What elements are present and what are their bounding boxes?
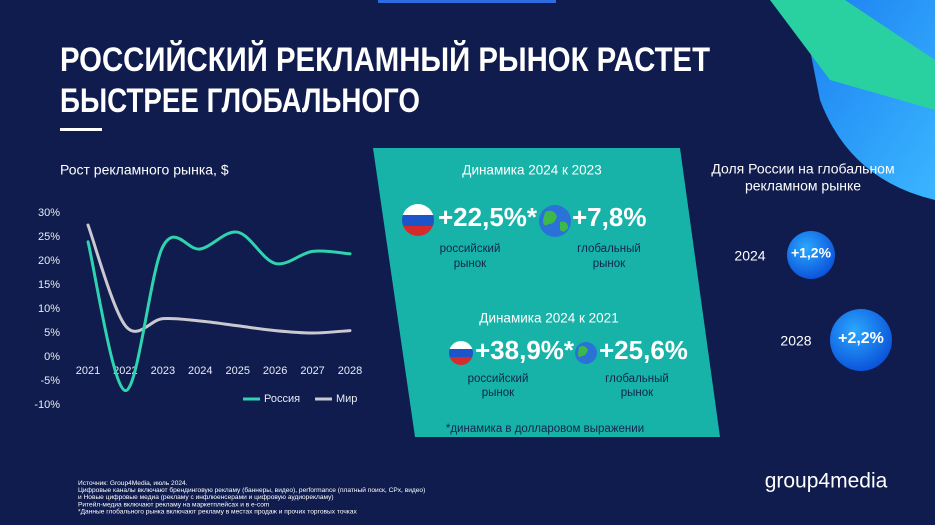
world-growth: +7,8% xyxy=(572,202,646,232)
russia-growth: +38,9%* xyxy=(475,335,575,365)
y-tick-label: 10% xyxy=(38,303,60,315)
series-line xyxy=(86,230,352,393)
footnote: Цифровые каналы включают брендинговую ре… xyxy=(78,486,425,494)
y-tick-label: 30% xyxy=(38,207,60,219)
share-bubble xyxy=(787,231,835,279)
decor-shape xyxy=(770,0,935,110)
y-tick-label: 5% xyxy=(44,327,60,339)
russia-growth: +22,5%* xyxy=(438,202,538,232)
y-tick-label: 25% xyxy=(38,231,60,243)
x-tick-label: 2027 xyxy=(300,365,324,377)
footnote: *Данные глобального рынка включают рекла… xyxy=(78,508,357,516)
title-underline xyxy=(60,128,102,131)
x-tick-label: 2025 xyxy=(225,365,249,377)
series-line xyxy=(86,223,352,335)
label: рынок xyxy=(482,387,515,399)
footnote: Ритейл-медиа включают рекламу на маркетп… xyxy=(78,500,270,508)
panel-title: Динамика 2024 к 2021 xyxy=(479,311,618,326)
label: российский xyxy=(440,243,501,255)
russia-flag xyxy=(402,204,434,236)
title-line: РОССИЙСКИЙ РЕКЛАМНЫЙ РЫНОК РАСТЕТ xyxy=(60,40,710,79)
x-tick-label: 2023 xyxy=(151,365,175,377)
dynamics-panel xyxy=(373,148,720,437)
x-tick-label: 2021 xyxy=(76,365,100,377)
legend-label: Мир xyxy=(336,393,357,405)
x-tick-label: 2024 xyxy=(188,365,212,377)
y-tick-label: -10% xyxy=(34,399,60,411)
label: рынок xyxy=(621,387,654,399)
world-growth: +25,6% xyxy=(599,335,688,365)
logo: group4media xyxy=(765,470,888,493)
globe-icon xyxy=(539,205,571,237)
label: глобальный xyxy=(605,373,669,385)
legend-label: Россия xyxy=(264,393,300,405)
y-tick-label: 20% xyxy=(38,255,60,267)
y-tick-label: -5% xyxy=(40,375,60,387)
y-tick-label: 15% xyxy=(38,279,60,291)
decor-bar xyxy=(378,0,556,3)
panel-note: *динамика в долларовом выражении xyxy=(446,423,644,435)
x-tick-label: 2026 xyxy=(263,365,287,377)
share-year: 2028 xyxy=(780,333,811,349)
panel-title: Динамика 2024 к 2023 xyxy=(462,163,601,178)
footnote: Источник: Group4Media, июль 2024. xyxy=(78,480,188,487)
label: глобальный xyxy=(577,243,641,255)
x-tick-label: 2022 xyxy=(113,365,137,377)
label: рынок xyxy=(454,258,487,270)
russia-flag xyxy=(449,341,473,365)
share-bubble xyxy=(830,309,892,371)
share-year: 2024 xyxy=(734,248,765,264)
y-tick-label: 0% xyxy=(44,351,60,363)
globe-icon xyxy=(575,342,597,364)
label: рынок xyxy=(593,258,626,270)
chart-title: Рост рекламного рынка, $ xyxy=(60,162,229,178)
footnote: и Новые цифровые медиа (рекламу с инфлюе… xyxy=(78,494,334,501)
share-value: +2,2% xyxy=(838,330,884,347)
footnotes: Источник: Group4Media, июль 2024.Цифровы… xyxy=(78,480,425,516)
label: российский xyxy=(468,373,529,385)
share-title: рекламном рынке xyxy=(745,178,861,194)
share-title: Доля России на глобальном xyxy=(711,161,894,177)
x-tick-label: 2028 xyxy=(338,365,362,377)
title-line: БЫСТРЕЕ ГЛОБАЛЬНОГО xyxy=(60,82,420,120)
share-value: +1,2% xyxy=(791,245,832,261)
